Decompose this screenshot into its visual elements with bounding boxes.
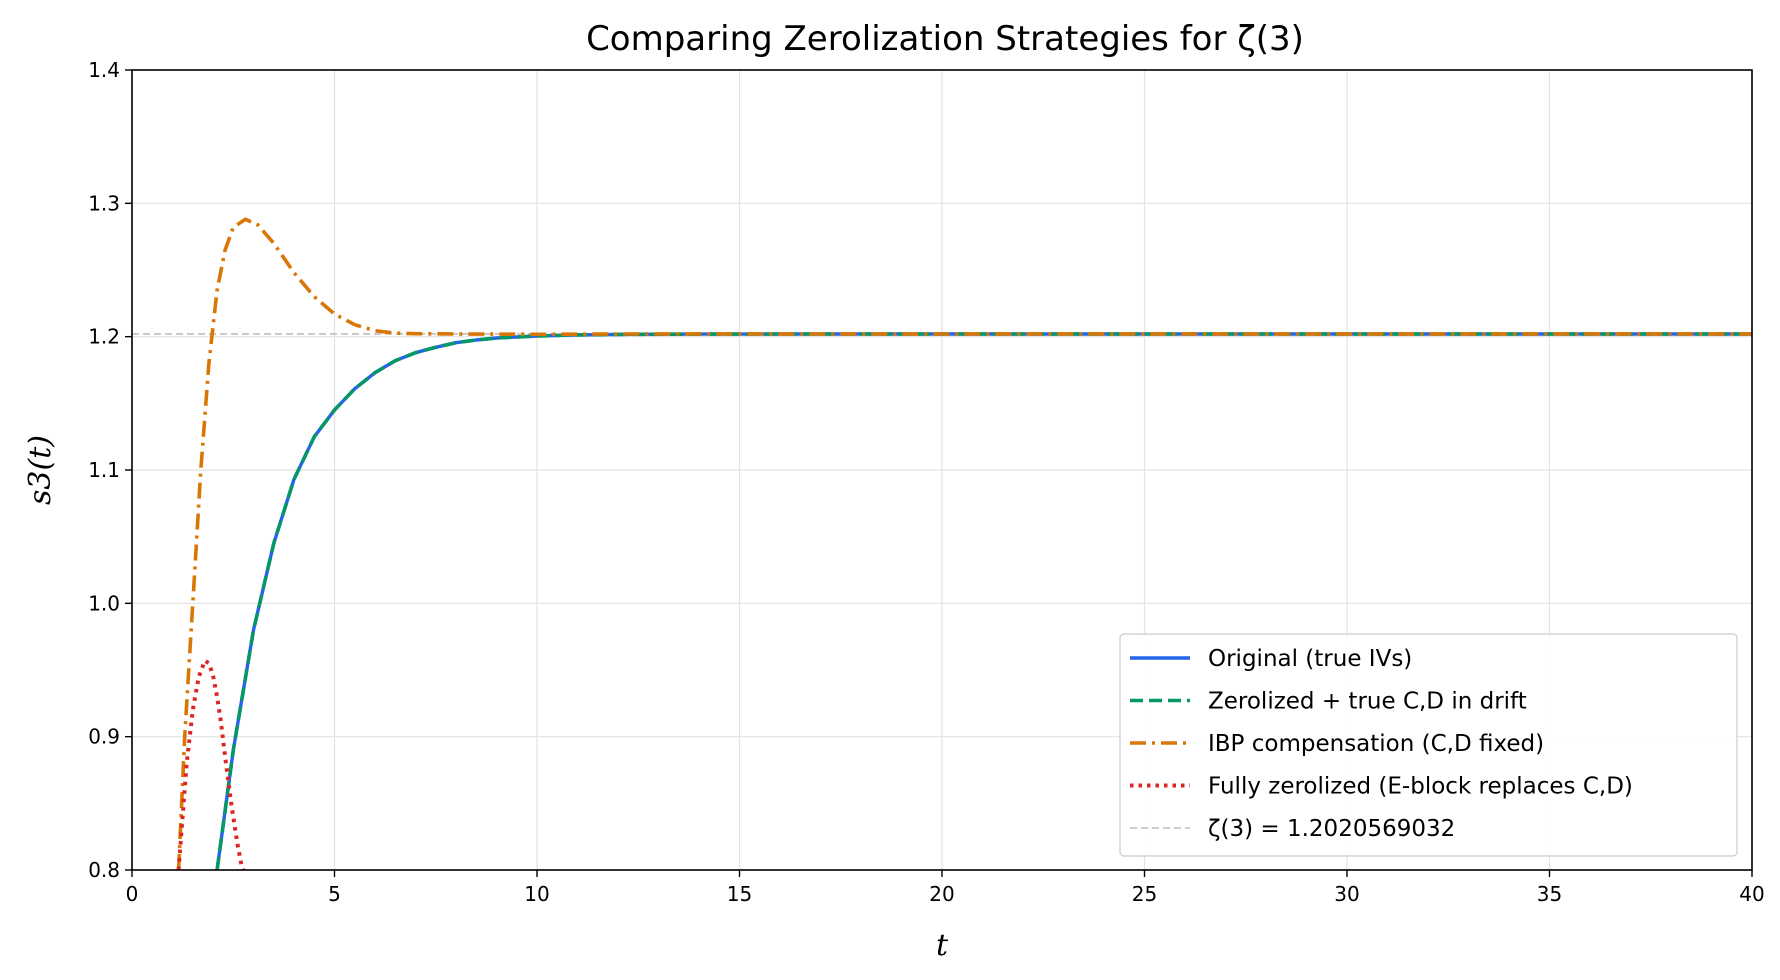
- y-axis-label-group: s3(t): [23, 435, 58, 505]
- legend: Original (true IVs) Zerolized + true C,D …: [1119, 633, 1738, 857]
- x-tick-label: 20: [929, 882, 954, 906]
- legend-label: ζ(3) = 1.2020569032: [1208, 816, 1455, 842]
- x-tick-label: 25: [1132, 882, 1157, 906]
- x-tick-label: 15: [727, 882, 752, 906]
- x-tick-label: 10: [524, 882, 549, 906]
- ticks: 0 5 10 15 20 25 30 35 40 0.8 0.9 1.0 1.1 1.2 1.3 1.4: [88, 58, 1765, 906]
- y-tick-label: 1.2: [88, 325, 120, 349]
- legend-box: [1119, 633, 1738, 857]
- legend-label: Original (true IVs): [1208, 646, 1412, 672]
- y-tick-label: 0.8: [88, 858, 120, 882]
- x-tick-label: 30: [1334, 882, 1359, 906]
- y-tick-label: 1.1: [88, 458, 120, 482]
- x-tick-label: 0: [126, 882, 139, 906]
- legend-label: Zerolized + true C,D in drift: [1208, 689, 1527, 715]
- y-axis-label: s3(t): [23, 435, 58, 505]
- x-axis-label: t: [936, 928, 949, 963]
- legend-label: IBP compensation (C,D fixed): [1208, 731, 1544, 757]
- chart-title: Comparing Zerolization Strategies for ζ(…: [586, 19, 1304, 59]
- y-tick-label: 0.9: [88, 725, 120, 749]
- x-tick-label: 5: [328, 882, 341, 906]
- y-tick-label: 1.4: [88, 58, 120, 82]
- legend-label: Fully zerolized (E-block replaces C,D): [1208, 774, 1633, 800]
- series-line: [176, 658, 246, 870]
- series-layer: [132, 217, 1752, 870]
- y-tick-label: 1.3: [88, 191, 120, 215]
- series-line: [176, 217, 1752, 870]
- y-tick-label: 1.0: [88, 591, 120, 615]
- x-tick-label: 35: [1537, 882, 1562, 906]
- x-tick-label: 40: [1739, 882, 1764, 906]
